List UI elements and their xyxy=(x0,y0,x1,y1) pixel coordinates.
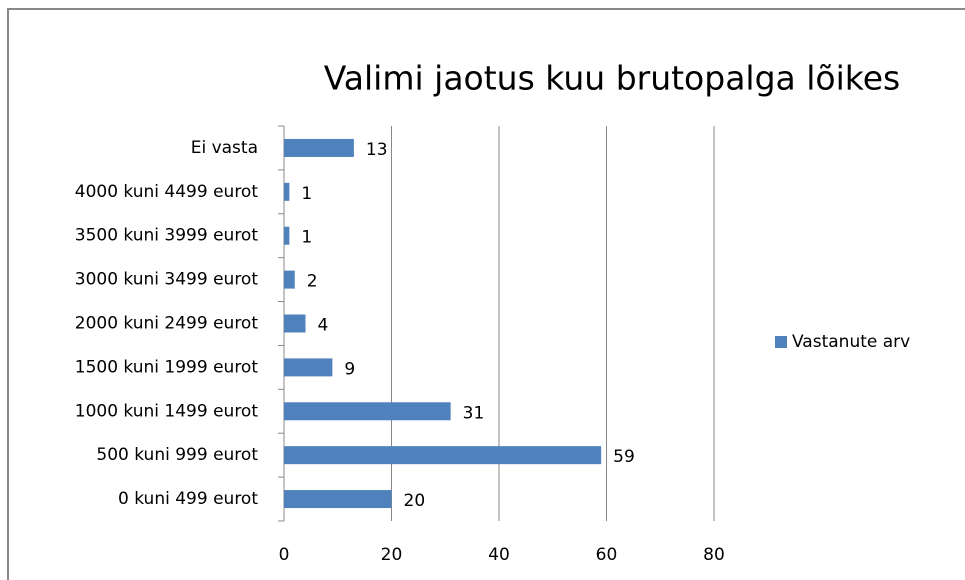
bar xyxy=(284,358,333,377)
bar xyxy=(284,226,290,245)
y-tick-label: 0 kuni 499 eurot xyxy=(118,489,258,509)
x-tick-label: 40 xyxy=(488,545,510,565)
data-label: 4 xyxy=(318,316,329,336)
data-label: 9 xyxy=(344,359,355,379)
bar xyxy=(284,446,602,465)
data-label: 31 xyxy=(463,403,485,423)
y-tick-label: 4000 kuni 4499 eurot xyxy=(75,182,259,202)
bar xyxy=(284,490,392,509)
data-label: 13 xyxy=(366,140,388,160)
data-label: 1 xyxy=(301,228,312,248)
data-label: 20 xyxy=(404,491,426,511)
x-tick-label: 20 xyxy=(381,545,403,565)
y-tick-label: 3500 kuni 3999 eurot xyxy=(75,226,259,246)
chart-frame xyxy=(7,8,965,580)
data-label: 59 xyxy=(613,447,635,467)
legend-label: Vastanute arv xyxy=(792,332,910,352)
data-label: 2 xyxy=(307,272,318,292)
y-tick-label: Ei vasta xyxy=(191,138,258,158)
data-label: 1 xyxy=(301,184,312,204)
bar xyxy=(284,138,354,157)
y-tick-label: 2000 kuni 2499 eurot xyxy=(75,314,259,334)
y-tick-label: 3000 kuni 3499 eurot xyxy=(75,270,259,290)
chart-title: Valimi jaotus kuu brutopalga lõikes xyxy=(324,59,900,98)
x-tick-label: 60 xyxy=(596,545,618,565)
x-tick-label: 80 xyxy=(703,545,725,565)
bar xyxy=(284,314,306,333)
legend-swatch xyxy=(775,336,787,348)
bar xyxy=(284,270,295,289)
y-tick-label: 1000 kuni 1499 eurot xyxy=(75,401,259,421)
x-tick-label: 0 xyxy=(279,545,290,565)
bar xyxy=(284,402,451,421)
y-tick-label: 1500 kuni 1999 eurot xyxy=(75,357,259,377)
y-tick-label: 500 kuni 999 eurot xyxy=(96,445,258,465)
bar xyxy=(284,182,290,201)
